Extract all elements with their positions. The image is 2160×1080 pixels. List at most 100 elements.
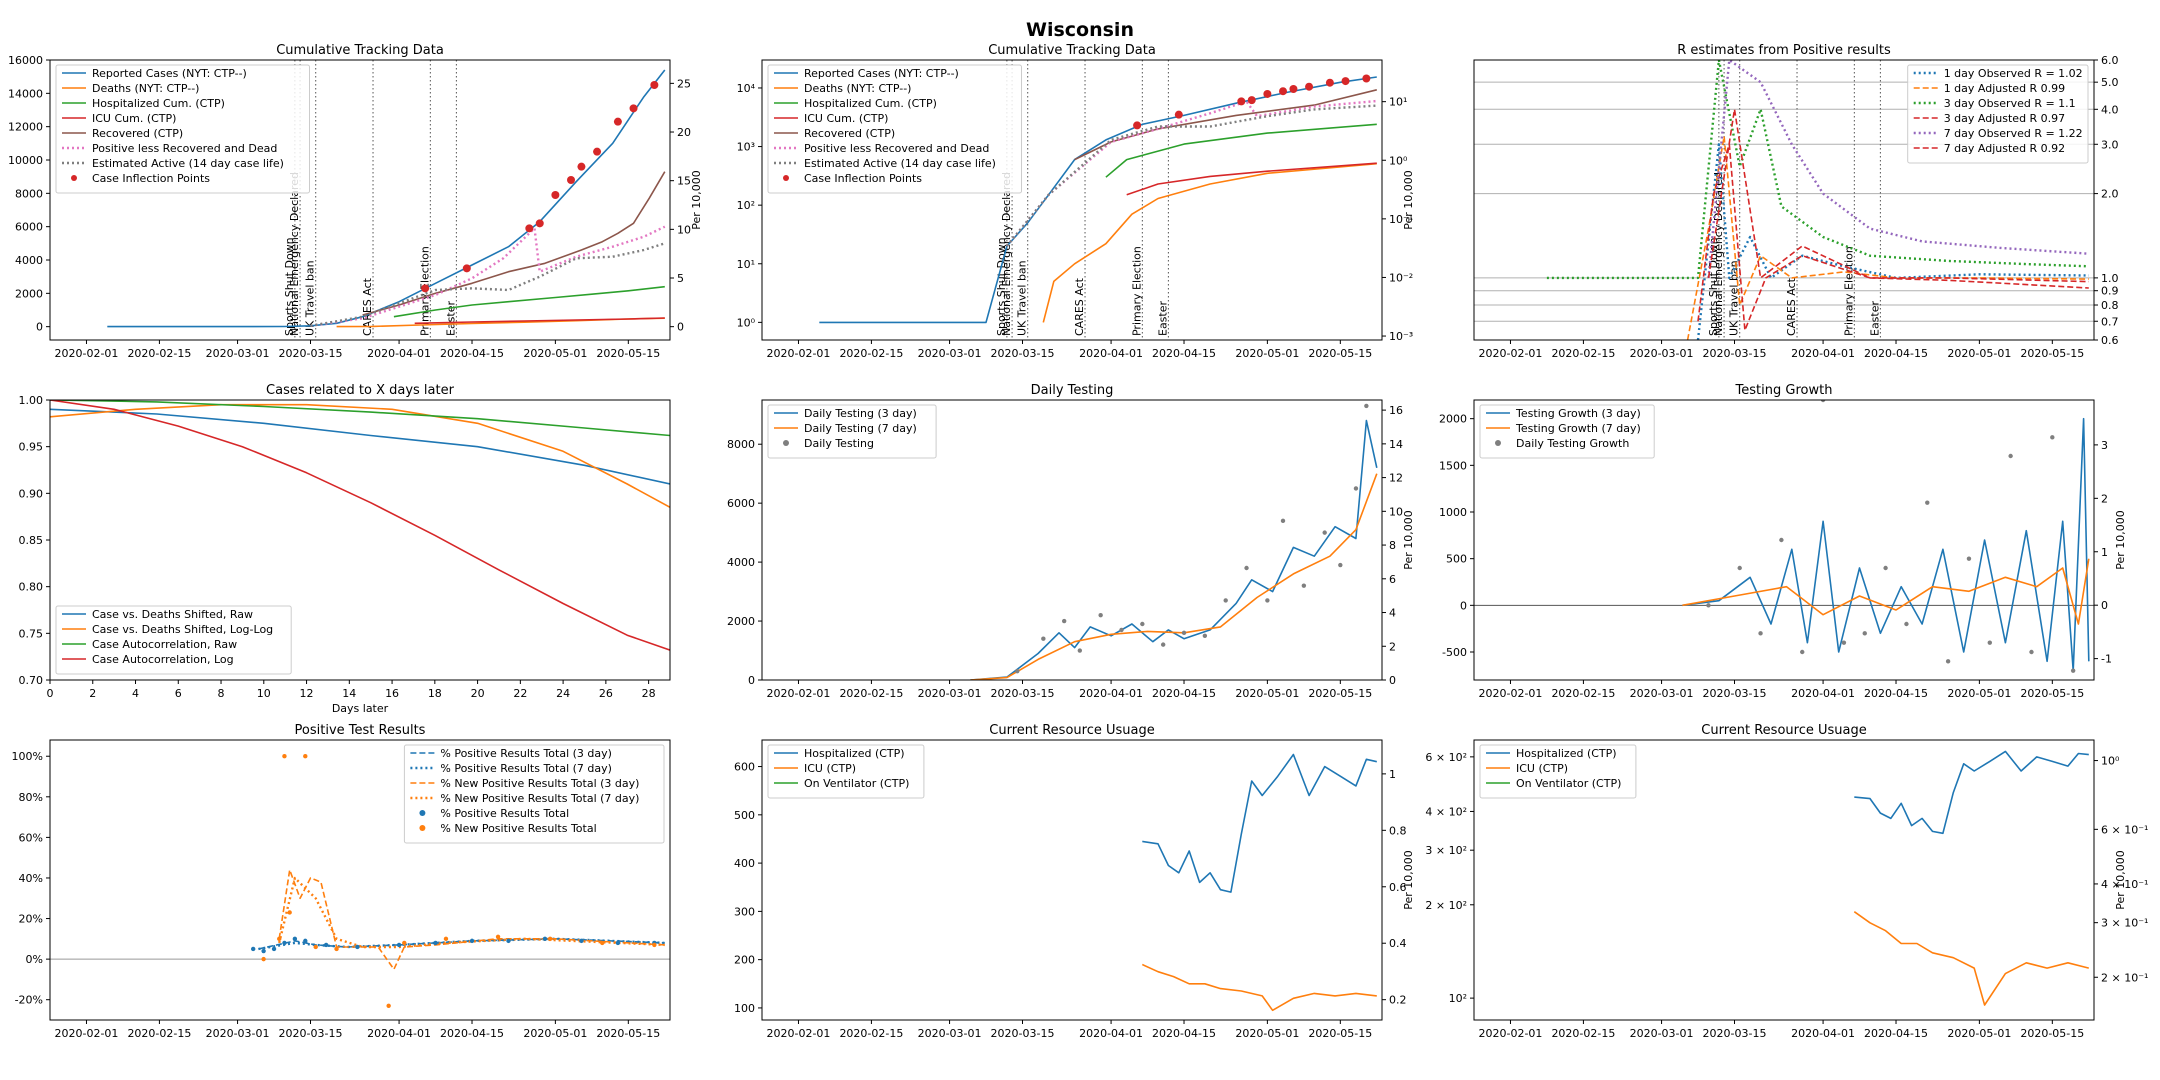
data-point: [1244, 565, 1249, 571]
data-point: [1280, 518, 1286, 524]
series-line: [50, 408, 670, 485]
data-point: [1737, 565, 1742, 571]
y-tick-label: 0.70: [19, 674, 44, 687]
legend-label: Estimated Active (14 day case life): [804, 157, 996, 170]
x-tick-label: 2020-02-15: [1551, 687, 1615, 700]
legend-label: % New Positive Results Total: [440, 822, 596, 835]
legend-label: Daily Testing (7 day): [804, 422, 917, 435]
x-tick-label: 2020-04-15: [1864, 687, 1928, 700]
x-tick-label: 2020-05-01: [1947, 347, 2011, 360]
data-point: [1945, 659, 1951, 664]
legend-box: [55, 64, 310, 194]
data-point: [261, 948, 266, 954]
y2-tick-label: 0: [677, 321, 684, 334]
data-point: [1904, 621, 1909, 627]
x-tick-label: 26: [599, 687, 613, 700]
figure-title: Wisconsin: [1026, 19, 1134, 41]
chart-title: R estimates from Positive results: [1677, 43, 1891, 58]
y2-tick-label: 10: [1389, 505, 1403, 518]
data-point: [386, 1003, 391, 1008]
y2-tick-label: 2 × 10⁻¹: [2101, 971, 2148, 984]
event-label: UK Travel ban: [1016, 260, 1029, 336]
data-point: [1223, 598, 1228, 603]
y-tick-label: -500: [1442, 646, 1467, 659]
data-point: [650, 81, 659, 89]
legend-label: Positive less Recovered and Dead: [92, 142, 277, 155]
legend-label: ICU (CTP): [1516, 762, 1568, 775]
series-line: [258, 937, 665, 950]
data-point: [303, 754, 308, 759]
legend-label: 3 day Adjusted R 0.97: [1944, 112, 2066, 125]
x-tick-label: 2020-04-01: [1079, 687, 1143, 700]
y2-tick-label: 15: [677, 175, 691, 188]
y2-tick-label: 3: [2101, 439, 2108, 452]
y2-tick-label: 0.2: [1389, 994, 1407, 1007]
data-point: [303, 938, 308, 944]
y-tick-label: 8000: [15, 187, 43, 200]
data-point: [1322, 530, 1327, 535]
y2-tick-label: 10⁻²: [1389, 271, 1413, 284]
x-tick-label: 2020-03-15: [991, 687, 1055, 700]
y2-tick-label: 4.0: [2101, 103, 2119, 116]
data-point: [271, 946, 277, 952]
data-point: [433, 940, 438, 946]
x-tick-label: 14: [342, 687, 356, 700]
x-tick-label: 16: [385, 687, 399, 700]
legend-label: Reported Cases (NYT: CTP--): [804, 67, 959, 80]
x-tick-label: 2020-03-01: [918, 687, 982, 700]
data-point: [551, 191, 560, 199]
x-tick-label: 2020-02-01: [1479, 1027, 1543, 1040]
event-label: UK Travel ban: [304, 260, 317, 336]
legend: 1 day Observed R = 1.02 1 day Adjusted R …: [1907, 64, 2089, 164]
x-tick-label: 2020-04-15: [440, 347, 504, 360]
y2-tick-label: 0.4: [1389, 937, 1407, 950]
x-tick-label: 2020-05-15: [1308, 347, 1372, 360]
x-tick-label: 12: [300, 687, 314, 700]
x-tick-label: 2020-05-01: [1235, 687, 1299, 700]
x-tick-label: 0: [47, 687, 54, 700]
data-point: [1353, 486, 1359, 491]
y-tick-label: 4000: [727, 556, 755, 569]
series-line: [258, 937, 665, 951]
y2-tick-label: 4: [1389, 607, 1396, 620]
data-point: [1305, 82, 1314, 91]
legend-marker: [783, 440, 789, 446]
plot-frame: [1473, 399, 2095, 681]
event-label: Easter: [1156, 300, 1169, 336]
y2-axis-label: Per 10,000: [2114, 510, 2127, 570]
legend-label: % New Positive Results Total (3 day): [440, 777, 639, 790]
data-point: [1820, 400, 1826, 403]
event-label: Primary Election: [1842, 246, 1855, 336]
y-tick-label: 0: [1460, 599, 1467, 612]
y-tick-label: 0.95: [19, 441, 44, 454]
x-tick-label: 2020-03-15: [279, 1027, 343, 1040]
legend-box: [1479, 404, 1655, 459]
x-tick-label: 18: [428, 687, 442, 700]
data-point: [1098, 612, 1103, 618]
y2-axis-label: Per 10,000: [1402, 510, 1415, 570]
legend-label: % Positive Results Total (7 day): [440, 762, 612, 775]
legend-label: Hospitalized (CTP): [1516, 747, 1617, 760]
data-point: [1160, 642, 1166, 647]
data-point: [535, 219, 544, 228]
data-point: [462, 264, 471, 273]
legend-box: [1907, 64, 2089, 164]
data-point: [1061, 618, 1067, 624]
y2-tick-label: 1.0: [2101, 272, 2119, 285]
data-point: [1247, 96, 1256, 105]
y2-tick-label: 1: [1389, 768, 1396, 781]
x-tick-label: 2020-04-15: [1152, 687, 1216, 700]
legend-label: Case Inflection Points: [92, 172, 210, 185]
y2-axis-label: Per 10,000: [690, 170, 703, 230]
x-tick-label: 2020-05-15: [1308, 1027, 1372, 1040]
legend-box: [767, 64, 1022, 194]
legend-marker: [419, 825, 426, 831]
x-tick-label: 2020-03-15: [279, 347, 343, 360]
x-tick-label: 2020-05-15: [2020, 1027, 2084, 1040]
x-tick-label: 2020-02-15: [839, 1027, 903, 1040]
series-line: [970, 419, 1378, 680]
x-tick-label: 2020-03-15: [991, 1027, 1055, 1040]
x-tick-label: 2020-02-01: [767, 347, 831, 360]
